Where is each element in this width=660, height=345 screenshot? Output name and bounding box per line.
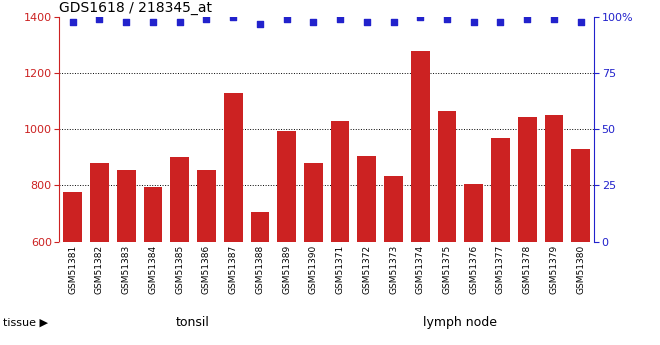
Point [94, 17, 105, 22]
Bar [331, 121, 349, 242]
Text: GSM51384: GSM51384 [148, 245, 158, 294]
Text: GSM51389: GSM51389 [282, 245, 291, 294]
Bar [572, 149, 590, 241]
Bar [465, 184, 483, 242]
Bar [518, 117, 537, 242]
Bar [117, 170, 135, 242]
Text: GSM51382: GSM51382 [95, 245, 104, 294]
Text: lymph node: lymph node [423, 316, 498, 329]
Point [362, 19, 372, 24]
Text: GSM51383: GSM51383 [121, 245, 131, 294]
Point [148, 19, 158, 24]
Text: GDS1618 / 218345_at: GDS1618 / 218345_at [59, 1, 213, 15]
Point [335, 17, 345, 22]
Point [442, 17, 452, 22]
Point [388, 19, 399, 24]
Bar [544, 115, 563, 242]
Point [281, 17, 292, 22]
Bar [384, 176, 403, 241]
Point [67, 19, 78, 24]
Bar [491, 138, 510, 241]
Bar [277, 131, 296, 242]
Bar [358, 156, 376, 241]
Point [255, 21, 265, 27]
Text: GSM51376: GSM51376 [469, 245, 478, 294]
Point [174, 19, 185, 24]
Point [522, 17, 533, 22]
Point [121, 19, 131, 24]
Point [548, 17, 559, 22]
Text: GSM51386: GSM51386 [202, 245, 211, 294]
Text: GSM51379: GSM51379 [549, 245, 558, 294]
Point [228, 14, 238, 20]
Text: GSM51375: GSM51375 [442, 245, 451, 294]
Point [308, 19, 319, 24]
Bar [411, 51, 430, 241]
Text: tonsil: tonsil [176, 316, 210, 329]
Text: GSM51380: GSM51380 [576, 245, 585, 294]
Bar [197, 170, 216, 242]
Text: GSM51381: GSM51381 [68, 245, 77, 294]
Text: tissue ▶: tissue ▶ [3, 318, 48, 327]
Text: GSM51385: GSM51385 [175, 245, 184, 294]
Bar [63, 193, 82, 242]
Point [201, 17, 212, 22]
Point [495, 19, 506, 24]
Point [415, 14, 426, 20]
Bar [304, 163, 323, 242]
Bar [90, 163, 109, 242]
Point [576, 19, 586, 24]
Bar [144, 187, 162, 241]
Text: GSM51374: GSM51374 [416, 245, 425, 294]
Text: GSM51387: GSM51387 [228, 245, 238, 294]
Bar [224, 93, 242, 241]
Text: GSM51377: GSM51377 [496, 245, 505, 294]
Text: GSM51373: GSM51373 [389, 245, 398, 294]
Text: GSM51388: GSM51388 [255, 245, 265, 294]
Bar [251, 212, 269, 241]
Bar [170, 157, 189, 241]
Point [469, 19, 479, 24]
Text: GSM51371: GSM51371 [335, 245, 345, 294]
Text: GSM51372: GSM51372 [362, 245, 372, 294]
Bar [438, 111, 456, 241]
Text: GSM51378: GSM51378 [523, 245, 532, 294]
Text: GSM51390: GSM51390 [309, 245, 318, 294]
